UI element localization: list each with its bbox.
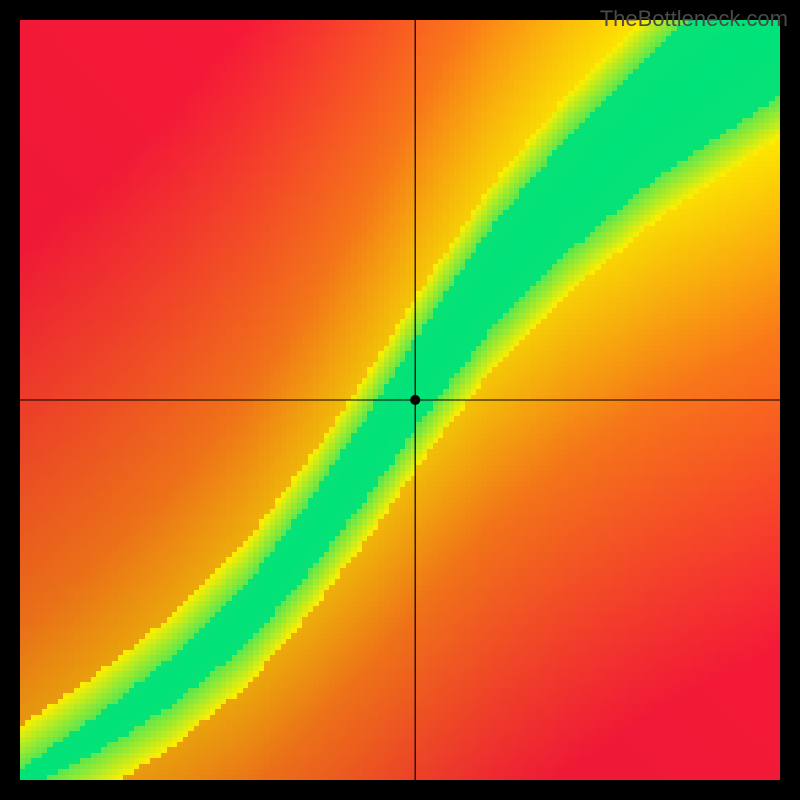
bottleneck-heatmap-canvas [0,0,800,800]
watermark-text: TheBottleneck.com [600,6,788,32]
chart-container: TheBottleneck.com [0,0,800,800]
